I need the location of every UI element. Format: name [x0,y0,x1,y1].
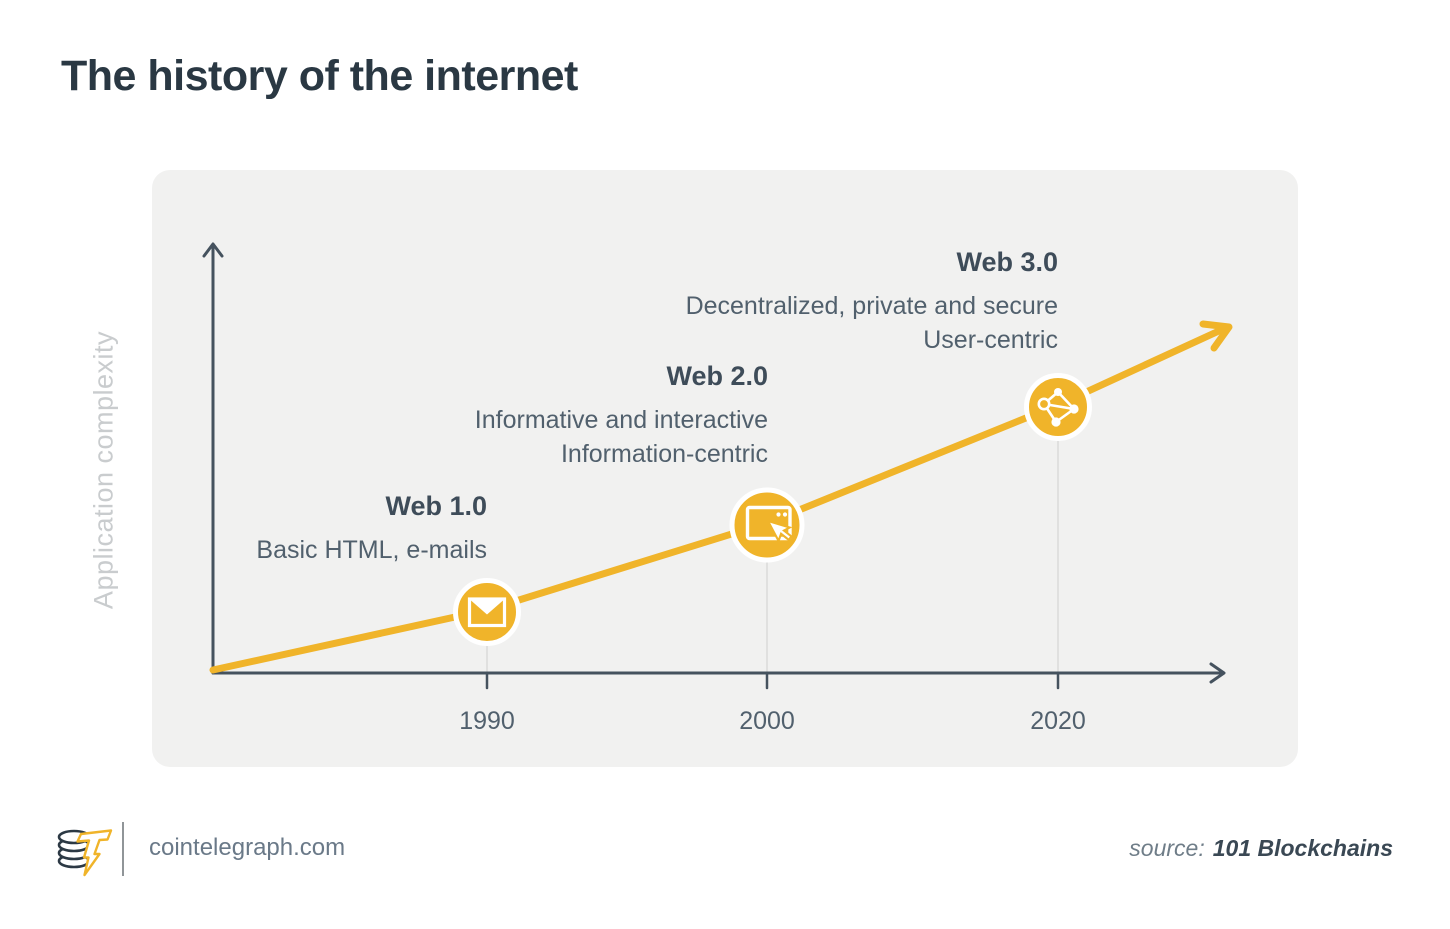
milestone-title: Web 3.0 [956,247,1058,277]
trend-arrowhead-icon [1199,320,1233,352]
milestone-label-web3: Web 3.0 Decentralized, private and secur… [686,247,1058,357]
milestone-description: Informative and interactive [474,406,768,434]
footer-source: source: 101 Blockchains [1129,835,1393,862]
y-axis-label: Application complexity [88,330,119,610]
milestone-description: User-centric [923,326,1058,354]
milestone-label-web1: Web 1.0 Basic HTML, e-mails [256,491,487,567]
source-prefix: source: [1129,835,1205,861]
footer-divider [122,822,124,876]
network-icon [1037,388,1079,427]
x-axis-ticks [485,671,1060,690]
milestone-description: Basic HTML, e-mails [256,536,487,564]
x-tick-label-1990: 1990 [459,707,515,735]
email-icon [467,597,507,628]
cointelegraph-logo-icon [56,820,118,883]
milestone-marker-web1 [453,578,521,646]
milestone-label-web2: Web 2.0 Informative and interactive Info… [475,361,768,471]
up-arrow-icon [202,242,224,258]
timeline-chart [202,242,1233,690]
milestone-title: Web 1.0 [385,491,487,521]
page-title: The history of the internet [61,52,578,100]
x-tick-label-2000: 2000 [739,707,795,735]
x-tick-label-2020: 2020 [1030,707,1086,735]
chart-panel [152,170,1298,767]
y-axis [202,242,224,675]
source-name: 101 Blockchains [1212,835,1393,861]
milestone-marker-web2 [729,487,805,563]
footer-brand-url: cointelegraph.com [149,834,346,861]
right-arrow-icon [1209,662,1226,684]
x-axis [211,662,1226,690]
milestone-marker-web3 [1024,373,1092,441]
milestone-description: Information-centric [560,440,768,468]
milestone-title: Web 2.0 [666,361,768,391]
milestone-description: Decentralized, private and secure [685,292,1058,320]
browser-cursor-icon [745,505,793,544]
